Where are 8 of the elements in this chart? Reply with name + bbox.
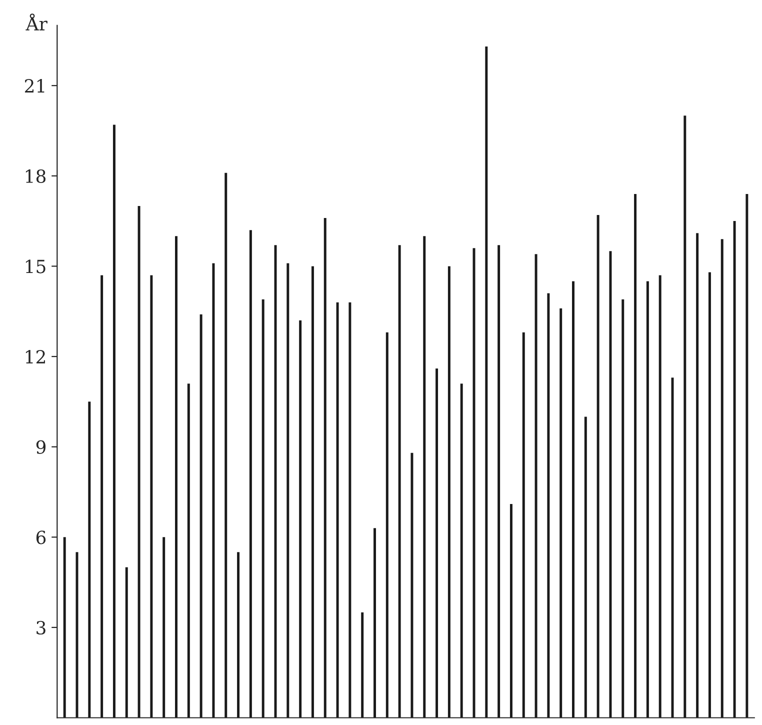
y-tick-label: 3 xyxy=(36,620,46,635)
y-tick-label: 15 xyxy=(26,260,46,274)
y-tick-label: 18 xyxy=(26,169,46,184)
y-tick-label: 9 xyxy=(36,440,46,454)
y-axis-title: År xyxy=(26,14,48,30)
y-tick-label: 21 xyxy=(24,79,44,92)
y-tick-label: 12 xyxy=(26,350,45,364)
y-tick-label: 6 xyxy=(36,530,46,544)
